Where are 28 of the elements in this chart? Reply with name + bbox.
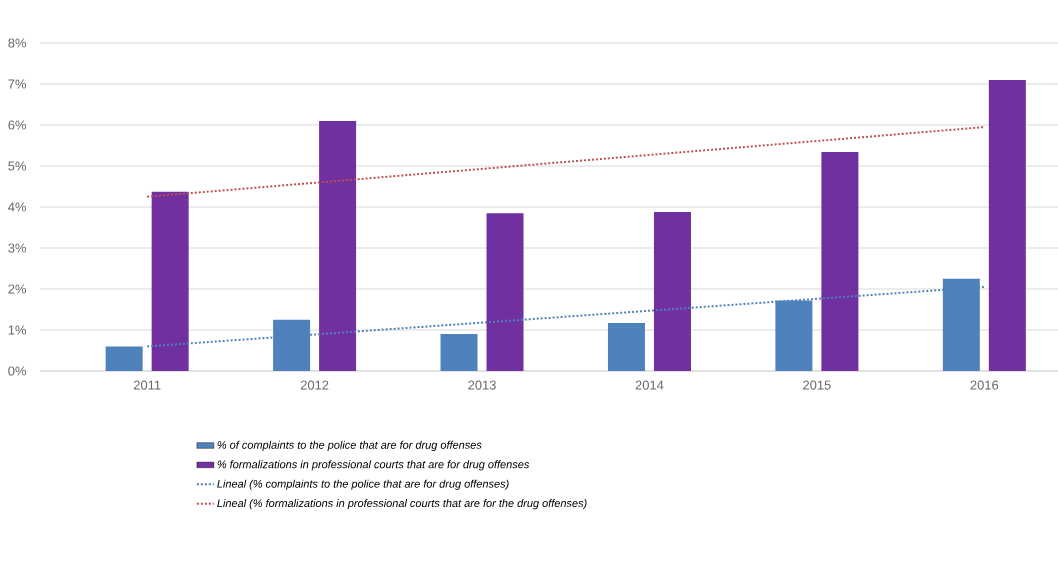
x-tick-label: 2015 [803, 380, 831, 390]
legend-label: Lineal (% formalizations in professional courts that are for the drug offenses) [217, 499, 587, 510]
y-tick-label: 3% [8, 243, 27, 253]
bar [105, 346, 143, 371]
y-tick-label: 7% [8, 79, 27, 89]
x-tick-label: 2014 [635, 380, 664, 390]
y-tick-label: 6% [8, 120, 27, 130]
bar [821, 152, 859, 371]
legend-label: Lineal (% complaints to the police that are for drug offenses) [217, 479, 509, 490]
legend-label: % formalizations in professional courts that are for drug offenses [217, 460, 530, 471]
bar [486, 213, 524, 371]
y-tick-label: 0% [8, 366, 27, 376]
bar [151, 191, 189, 371]
x-tick-label: 2016 [970, 380, 999, 390]
bar [988, 79, 1026, 371]
bar [319, 120, 357, 371]
x-tick-label: 2012 [300, 380, 329, 390]
bar [440, 334, 478, 371]
y-tick-label: 2% [8, 284, 27, 294]
bar [607, 323, 645, 371]
y-tick-label: 4% [8, 202, 27, 212]
bar [653, 211, 691, 371]
y-tick-label: 8% [8, 38, 27, 48]
y-tick-label: 1% [8, 325, 27, 335]
x-tick-label: 2011 [133, 380, 161, 390]
x-tick-label: 2013 [468, 380, 496, 390]
legend-label: % of complaints to the police that are for drug offenses [217, 440, 482, 451]
y-tick-label: 5% [8, 161, 27, 171]
